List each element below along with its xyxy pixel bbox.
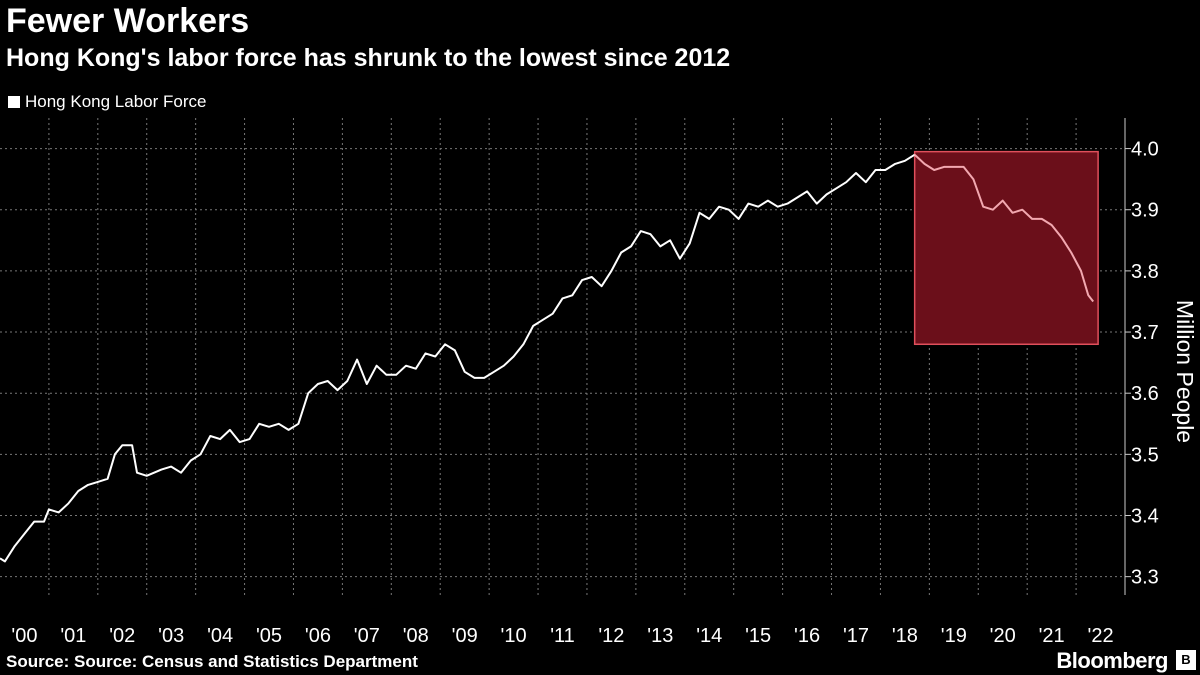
x-tick-label: '22: [1088, 625, 1114, 647]
y-axis-label: Million People: [1172, 300, 1198, 443]
x-tick-label: '11: [550, 625, 575, 647]
x-tick-label: '03: [158, 625, 184, 647]
y-tick-label: 3.7: [1131, 322, 1159, 344]
series-line-highlighted: [914, 153, 1094, 303]
legend: Hong Kong Labor Force: [8, 92, 206, 112]
x-tick-label: '19: [941, 625, 967, 647]
x-tick-label: '06: [305, 625, 331, 647]
x-tick-label: '05: [256, 625, 282, 647]
x-tick-label: '18: [892, 625, 918, 647]
x-tick-label: '20: [990, 625, 1016, 647]
series-line: [0, 153, 916, 563]
x-tick-label: '15: [745, 625, 771, 647]
chart-subtitle: Hong Kong's labor force has shrunk to th…: [6, 44, 731, 72]
x-tick-label: '17: [843, 625, 869, 647]
y-tick-label: 3.9: [1131, 200, 1159, 222]
x-tick-label: '00: [11, 625, 37, 647]
y-tick-label: 3.8: [1131, 261, 1159, 283]
y-tick-label: 4.0: [1131, 139, 1159, 161]
bloomberg-terminal-icon: B: [1176, 650, 1196, 670]
y-tick-label: 3.5: [1131, 444, 1159, 466]
highlight-box: [913, 150, 1099, 346]
x-tick-label: '01: [60, 625, 86, 647]
y-tick-label: 3.6: [1131, 383, 1159, 405]
x-tick-label: '16: [794, 625, 820, 647]
x-tick-label: '21: [1039, 625, 1065, 647]
x-tick-label: '07: [354, 625, 380, 647]
x-tick-label: '08: [403, 625, 429, 647]
x-tick-label: '10: [501, 625, 527, 647]
x-tick-label: '14: [696, 625, 722, 647]
bloomberg-logo: Bloomberg: [1056, 648, 1168, 673]
chart-title: Fewer Workers: [6, 2, 250, 40]
x-tick-label: '04: [207, 625, 233, 647]
y-tick-label: 3.3: [1131, 567, 1159, 589]
x-tick-label: '09: [452, 625, 478, 647]
x-tick-label: '12: [598, 625, 624, 647]
x-tick-label: '13: [647, 625, 673, 647]
legend-swatch: [8, 96, 20, 108]
source-note: Source: Source: Census and Statistics De…: [6, 652, 418, 671]
y-tick-label: 3.4: [1131, 506, 1159, 528]
legend-label: Hong Kong Labor Force: [25, 92, 207, 111]
x-tick-label: '02: [109, 625, 135, 647]
